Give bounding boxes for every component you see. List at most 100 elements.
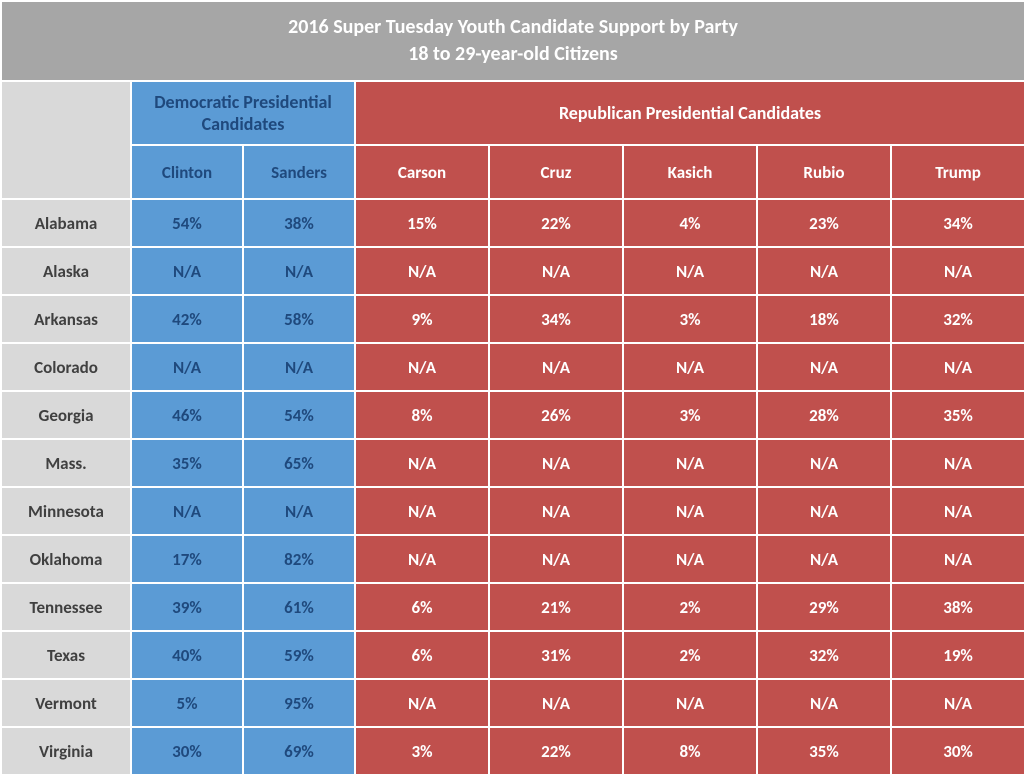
state-cell: Texas <box>1 631 131 679</box>
dem-cell: 61% <box>243 583 355 631</box>
state-cell: Oklahoma <box>1 535 131 583</box>
dem-cell: 5% <box>131 679 243 727</box>
candidate-header-row: Clinton Sanders Carson Cruz Kasich Rubio… <box>1 145 1024 199</box>
rep-cell: 9% <box>355 295 489 343</box>
dem-cell: N/A <box>131 343 243 391</box>
support-table: 2016 Super Tuesday Youth Candidate Suppo… <box>0 0 1024 776</box>
rep-cell: N/A <box>623 439 757 487</box>
corner-cell <box>1 81 131 199</box>
rep-cell: N/A <box>757 487 891 535</box>
rep-cell: 19% <box>891 631 1024 679</box>
col-sanders: Sanders <box>243 145 355 199</box>
dem-cell: N/A <box>131 247 243 295</box>
state-cell: Colorado <box>1 343 131 391</box>
rep-cell: 34% <box>891 199 1024 247</box>
rep-cell: N/A <box>891 343 1024 391</box>
rep-cell: N/A <box>757 679 891 727</box>
rep-cell: N/A <box>355 343 489 391</box>
rep-cell: 38% <box>891 583 1024 631</box>
dem-cell: 40% <box>131 631 243 679</box>
rep-cell: 18% <box>757 295 891 343</box>
title-row: 2016 Super Tuesday Youth Candidate Suppo… <box>1 1 1024 81</box>
col-cruz: Cruz <box>489 145 623 199</box>
data-body: Alabama54%38%15%22%4%23%34%AlaskaN/AN/AN… <box>1 199 1024 775</box>
col-carson: Carson <box>355 145 489 199</box>
rep-cell: 32% <box>757 631 891 679</box>
dem-cell: 82% <box>243 535 355 583</box>
rep-cell: N/A <box>355 535 489 583</box>
dem-cell: N/A <box>243 343 355 391</box>
rep-cell: 35% <box>891 391 1024 439</box>
rep-cell: N/A <box>355 247 489 295</box>
rep-cell: 32% <box>891 295 1024 343</box>
rep-cell: 31% <box>489 631 623 679</box>
state-cell: Mass. <box>1 439 131 487</box>
col-kasich: Kasich <box>623 145 757 199</box>
rep-cell: 15% <box>355 199 489 247</box>
rep-cell: 8% <box>355 391 489 439</box>
table-row: Alabama54%38%15%22%4%23%34% <box>1 199 1024 247</box>
rep-cell: N/A <box>355 487 489 535</box>
dem-cell: 95% <box>243 679 355 727</box>
rep-cell: N/A <box>623 679 757 727</box>
dem-cell: 30% <box>131 727 243 775</box>
col-clinton: Clinton <box>131 145 243 199</box>
rep-cell: 6% <box>355 631 489 679</box>
dem-cell: 54% <box>131 199 243 247</box>
rep-cell: N/A <box>757 439 891 487</box>
rep-cell: N/A <box>623 487 757 535</box>
rep-cell: 34% <box>489 295 623 343</box>
dem-cell: 39% <box>131 583 243 631</box>
rep-cell: N/A <box>891 247 1024 295</box>
rep-cell: 3% <box>355 727 489 775</box>
state-cell: Alabama <box>1 199 131 247</box>
rep-cell: N/A <box>891 439 1024 487</box>
rep-cell: N/A <box>489 343 623 391</box>
rep-cell: 8% <box>623 727 757 775</box>
title-line2: 18 to 29-year-old Citizens <box>408 42 618 66</box>
rep-cell: N/A <box>757 343 891 391</box>
state-cell: Alaska <box>1 247 131 295</box>
dem-cell: 54% <box>243 391 355 439</box>
republican-group-header: Republican Presidential Candidates <box>355 81 1024 145</box>
title-line1: 2016 Super Tuesday Youth Candidate Suppo… <box>288 15 738 39</box>
dem-cell: 58% <box>243 295 355 343</box>
dem-cell: N/A <box>243 247 355 295</box>
rep-cell: 30% <box>891 727 1024 775</box>
rep-cell: N/A <box>623 535 757 583</box>
dem-cell: N/A <box>131 487 243 535</box>
col-rubio: Rubio <box>757 145 891 199</box>
table-row: Arkansas42%58%9%34%3%18%32% <box>1 295 1024 343</box>
table-row: Mass.35%65%N/AN/AN/AN/AN/A <box>1 439 1024 487</box>
table-row: MinnesotaN/AN/AN/AN/AN/AN/AN/A <box>1 487 1024 535</box>
rep-cell: N/A <box>489 487 623 535</box>
table-row: Georgia46%54%8%26%3%28%35% <box>1 391 1024 439</box>
rep-cell: N/A <box>489 439 623 487</box>
state-cell: Arkansas <box>1 295 131 343</box>
dem-cell: N/A <box>243 487 355 535</box>
democratic-group-header: Democratic Presidential Candidates <box>131 81 355 145</box>
rep-cell: N/A <box>355 679 489 727</box>
dem-cell: 38% <box>243 199 355 247</box>
table-row: Tennessee39%61%6%21%2%29%38% <box>1 583 1024 631</box>
rep-cell: 2% <box>623 583 757 631</box>
rep-cell: 22% <box>489 727 623 775</box>
rep-cell: 35% <box>757 727 891 775</box>
table-row: Texas40%59%6%31%2%32%19% <box>1 631 1024 679</box>
table-wrapper: 2016 Super Tuesday Youth Candidate Suppo… <box>0 0 1024 776</box>
rep-cell: N/A <box>489 535 623 583</box>
rep-cell: N/A <box>489 247 623 295</box>
rep-cell: 29% <box>757 583 891 631</box>
title-cell: 2016 Super Tuesday Youth Candidate Suppo… <box>1 1 1024 81</box>
rep-cell: 28% <box>757 391 891 439</box>
dem-cell: 69% <box>243 727 355 775</box>
state-cell: Georgia <box>1 391 131 439</box>
rep-cell: 4% <box>623 199 757 247</box>
rep-cell: 26% <box>489 391 623 439</box>
rep-cell: 6% <box>355 583 489 631</box>
dem-cell: 46% <box>131 391 243 439</box>
table-row: Virginia30%69%3%22%8%35%30% <box>1 727 1024 775</box>
rep-cell: 22% <box>489 199 623 247</box>
table-row: AlaskaN/AN/AN/AN/AN/AN/AN/A <box>1 247 1024 295</box>
rep-cell: 3% <box>623 295 757 343</box>
